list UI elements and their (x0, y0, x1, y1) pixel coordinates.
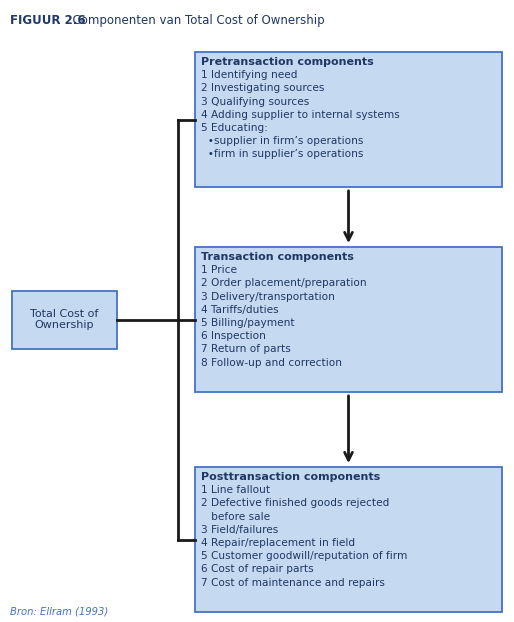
Text: 5 Billing/payment: 5 Billing/payment (201, 318, 295, 328)
Text: Pretransaction components: Pretransaction components (201, 57, 374, 67)
Text: •firm in supplier’s operations: •firm in supplier’s operations (201, 149, 363, 159)
Text: 3 Qualifying sources: 3 Qualifying sources (201, 96, 309, 106)
Text: Transaction components: Transaction components (201, 252, 354, 262)
Text: 4 Repair/replacement in field: 4 Repair/replacement in field (201, 538, 355, 548)
Text: FIGUUR 2.6: FIGUUR 2.6 (10, 14, 86, 27)
FancyBboxPatch shape (195, 467, 502, 612)
Text: 3 Field/failures: 3 Field/failures (201, 525, 278, 535)
Text: 1 Identifying need: 1 Identifying need (201, 70, 298, 80)
FancyBboxPatch shape (12, 290, 117, 348)
Text: 4 Tariffs/duties: 4 Tariffs/duties (201, 305, 279, 315)
Text: 1 Line fallout: 1 Line fallout (201, 485, 270, 495)
Text: 4 Adding supplier to internal systems: 4 Adding supplier to internal systems (201, 110, 400, 120)
Text: Total Cost of
Ownership: Total Cost of Ownership (30, 309, 99, 330)
Text: 7 Cost of maintenance and repairs: 7 Cost of maintenance and repairs (201, 578, 385, 588)
Text: before sale: before sale (201, 512, 270, 522)
Text: Bron: Ellram (1993): Bron: Ellram (1993) (10, 606, 108, 616)
Text: 6 Inspection: 6 Inspection (201, 331, 266, 341)
Text: 1 Price: 1 Price (201, 265, 237, 275)
Text: 8 Follow-up and correction: 8 Follow-up and correction (201, 358, 342, 368)
Text: 2 Order placement/preparation: 2 Order placement/preparation (201, 279, 366, 289)
Text: 5 Customer goodwill/reputation of firm: 5 Customer goodwill/reputation of firm (201, 551, 408, 561)
FancyBboxPatch shape (195, 247, 502, 392)
Text: 5 Educating:: 5 Educating: (201, 123, 268, 133)
Text: Posttransaction components: Posttransaction components (201, 472, 380, 482)
Text: 6 Cost of repair parts: 6 Cost of repair parts (201, 564, 314, 574)
FancyBboxPatch shape (195, 52, 502, 187)
Text: 2 Investigating sources: 2 Investigating sources (201, 83, 324, 93)
Text: 3 Delivery/transportation: 3 Delivery/transportation (201, 292, 335, 302)
Text: 7 Return of parts: 7 Return of parts (201, 345, 291, 355)
Text: 2 Defective finished goods rejected: 2 Defective finished goods rejected (201, 498, 390, 508)
Text: Componenten van Total Cost of Ownership: Componenten van Total Cost of Ownership (65, 14, 325, 27)
Text: •supplier in firm’s operations: •supplier in firm’s operations (201, 136, 363, 146)
